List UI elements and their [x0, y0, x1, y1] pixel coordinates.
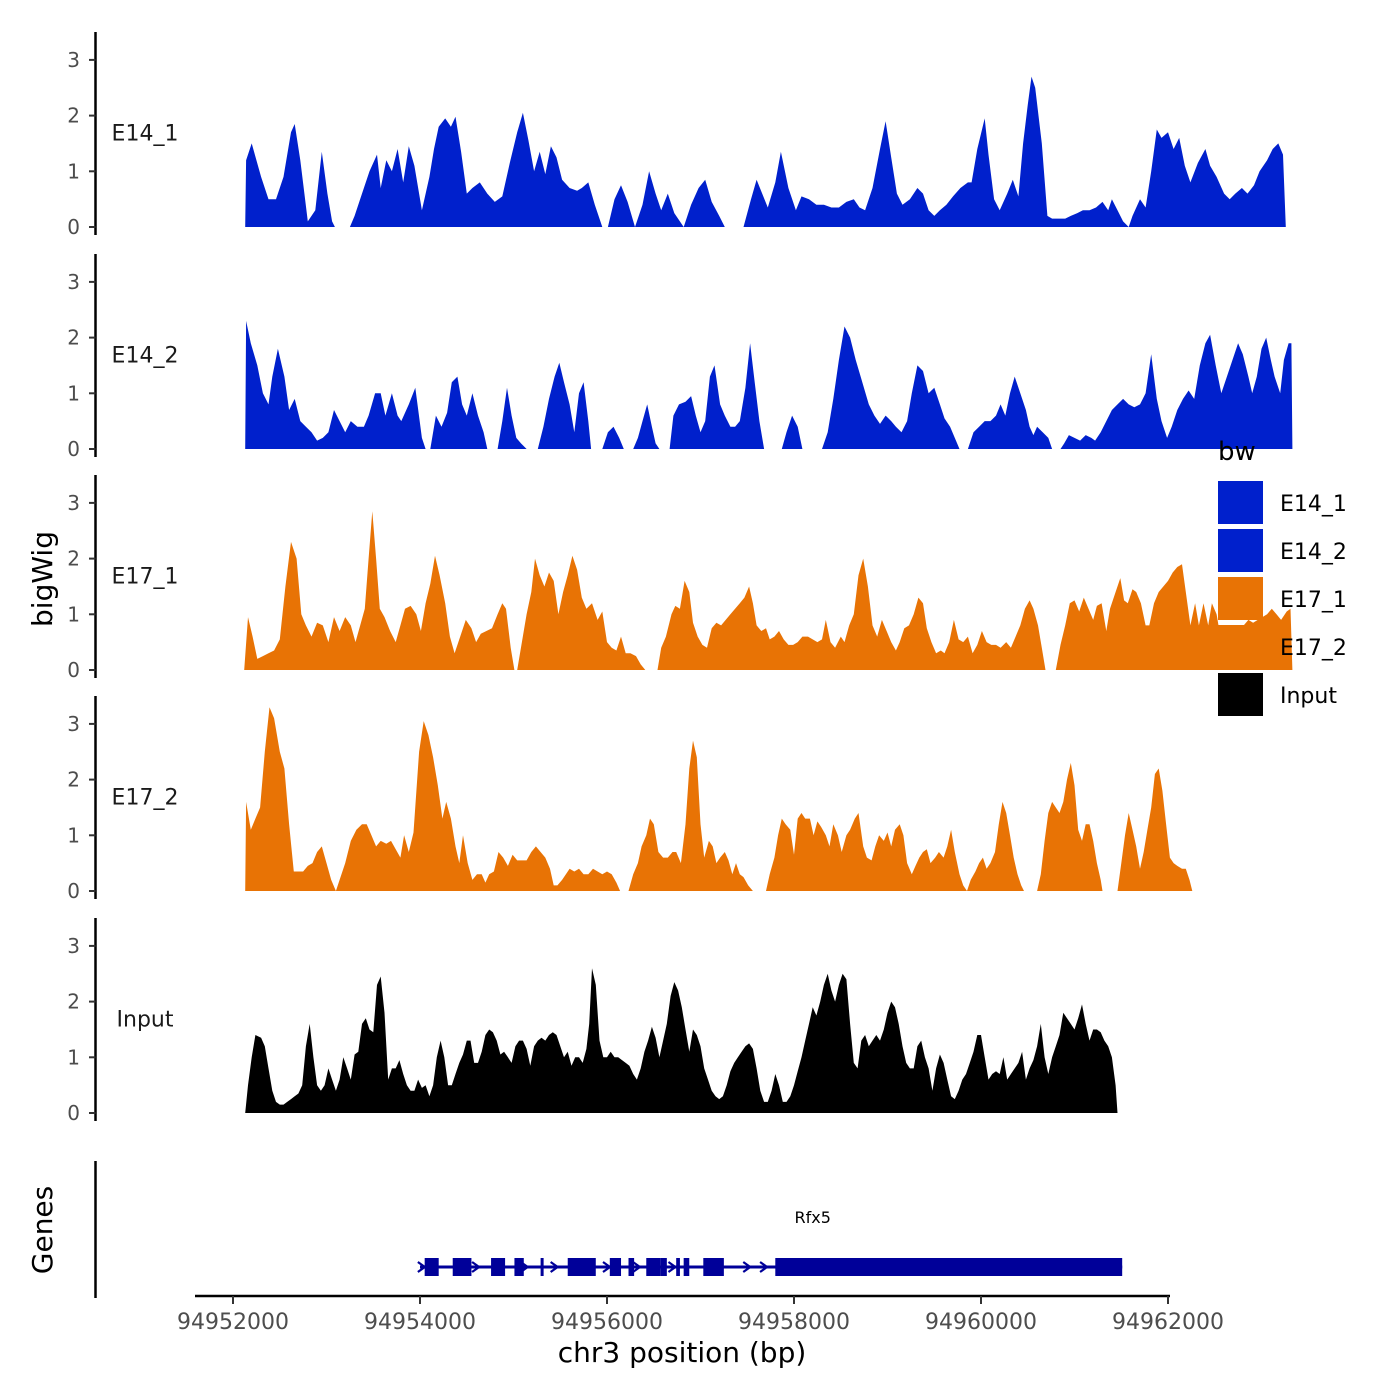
area-E17_2	[245, 707, 1193, 891]
gene-exon	[683, 1258, 690, 1276]
gene-exon	[703, 1258, 724, 1276]
legend-swatch-E14_2	[1218, 529, 1263, 572]
track-label-Input: Input	[117, 1007, 174, 1032]
y-tick-label: 0	[67, 879, 80, 903]
legend: bw E14_1 E14_2 E17_1 E17_2 Input	[1218, 437, 1347, 716]
legend-label-E17_1: E17_1	[1280, 588, 1347, 613]
track-label-E14_1: E14_1	[112, 121, 179, 146]
area-E14_2	[245, 320, 1293, 449]
legend-swatch-E17_2	[1218, 625, 1263, 668]
gene-track-label: Genes	[26, 1186, 59, 1274]
legend-label-E14_2: E14_2	[1280, 540, 1347, 565]
gene-name-label: Rfx5	[794, 1208, 830, 1227]
y-tick-label: 2	[67, 768, 80, 792]
x-axis: 94952000 94954000 94956000 94958000 94960000…	[177, 1294, 1224, 1369]
track-E14_1: 0 1 2 3 E14_1	[67, 32, 1286, 239]
strand-arrow	[417, 1261, 427, 1273]
gene-exon	[660, 1258, 667, 1276]
x-tick-label: 94962000	[1112, 1310, 1224, 1335]
gene-exon	[676, 1258, 680, 1276]
strand-arrow	[759, 1261, 769, 1273]
strand-arrow	[574, 1261, 584, 1273]
y-tick-label: 1	[67, 602, 80, 626]
gene-exon	[491, 1258, 506, 1276]
y-tick-label: 0	[67, 215, 80, 239]
strand-arrow	[667, 1261, 678, 1273]
y-tick-label: 2	[67, 104, 80, 128]
gene-model	[417, 1258, 1123, 1276]
legend-label-Input: Input	[1280, 684, 1337, 709]
gene-exon	[514, 1258, 524, 1276]
strand-arrow	[742, 1261, 753, 1273]
legend-swatch-E14_1	[1218, 481, 1263, 524]
gene-exon	[609, 1258, 622, 1276]
track-E17_1: 0 1 2 3 E17_1	[67, 475, 1293, 682]
area-E17_1	[244, 511, 1293, 670]
legend-swatch-E17_1	[1218, 577, 1263, 620]
signal-tracks: 0 1 2 3 E14_1 0 1 2 3 E14_2 0 1 2 3 E17_1 0 1 2 3 E17_2 0 1 2 3…	[67, 32, 1293, 1125]
legend-entries: E14_1 E14_2 E17_1 E17_2 Input	[1218, 481, 1347, 716]
track-label-E14_2: E14_2	[112, 343, 179, 368]
y-tick-label: 2	[67, 326, 80, 350]
gene-exon	[452, 1258, 472, 1276]
legend-swatch-Input	[1218, 673, 1263, 716]
y-tick-label: 3	[67, 712, 80, 736]
gene-exon	[646, 1258, 661, 1276]
y-tick-label: 1	[67, 381, 80, 405]
legend-label-E14_1: E14_1	[1280, 492, 1347, 517]
x-tick-label: 94952000	[177, 1310, 289, 1335]
y-tick-label: 0	[67, 437, 80, 461]
y-tick-label: 3	[67, 270, 80, 294]
track-E14_2: 0 1 2 3 E14_2	[67, 254, 1293, 461]
area-Input	[245, 968, 1118, 1113]
y-tick-label: 1	[67, 159, 80, 183]
y-tick-label: 0	[67, 658, 80, 682]
strand-arrow	[632, 1261, 642, 1273]
strand-arrow	[709, 1261, 720, 1273]
y-tick-label: 3	[67, 934, 80, 958]
gene-track: Genes Rfx5	[26, 1161, 1123, 1298]
strand-arrow	[602, 1261, 612, 1273]
x-tick-label: 94956000	[551, 1310, 663, 1335]
track-label-E17_1: E17_1	[112, 564, 179, 589]
track-label-E17_2: E17_2	[112, 785, 179, 810]
area-E14_1	[245, 76, 1286, 227]
legend-title: bw	[1218, 437, 1256, 467]
x-axis-label: chr3 position (bp)	[558, 1336, 807, 1369]
gene-exon	[628, 1258, 635, 1276]
strand-arrow	[520, 1261, 530, 1273]
y-tick-label: 1	[67, 1045, 80, 1069]
y-tick-label: 3	[67, 48, 80, 72]
y-tick-label: 3	[67, 491, 80, 515]
x-tick-label: 94954000	[364, 1310, 476, 1335]
track-E17_2: 0 1 2 3 E17_2	[67, 696, 1193, 903]
x-tick-label: 94960000	[925, 1310, 1037, 1335]
y-tick-label: 0	[67, 1101, 80, 1125]
gene-exon	[424, 1258, 439, 1276]
strand-arrow	[471, 1261, 481, 1273]
x-axis-ticks: 94952000 94954000 94956000 94958000 94960000…	[177, 1296, 1224, 1335]
y-tick-label: 2	[67, 547, 80, 571]
strand-arrow	[550, 1261, 560, 1273]
gene-exon	[775, 1258, 1123, 1276]
y-tick-label: 2	[67, 990, 80, 1014]
gene-exon	[540, 1258, 544, 1276]
x-tick-label: 94958000	[738, 1310, 850, 1335]
y-axis-label: bigWig	[26, 531, 59, 627]
legend-label-E17_2: E17_2	[1280, 636, 1347, 661]
track-Input: 0 1 2 3 Input	[67, 918, 1118, 1125]
y-tick-label: 1	[67, 823, 80, 847]
strand-arrow	[497, 1261, 508, 1273]
